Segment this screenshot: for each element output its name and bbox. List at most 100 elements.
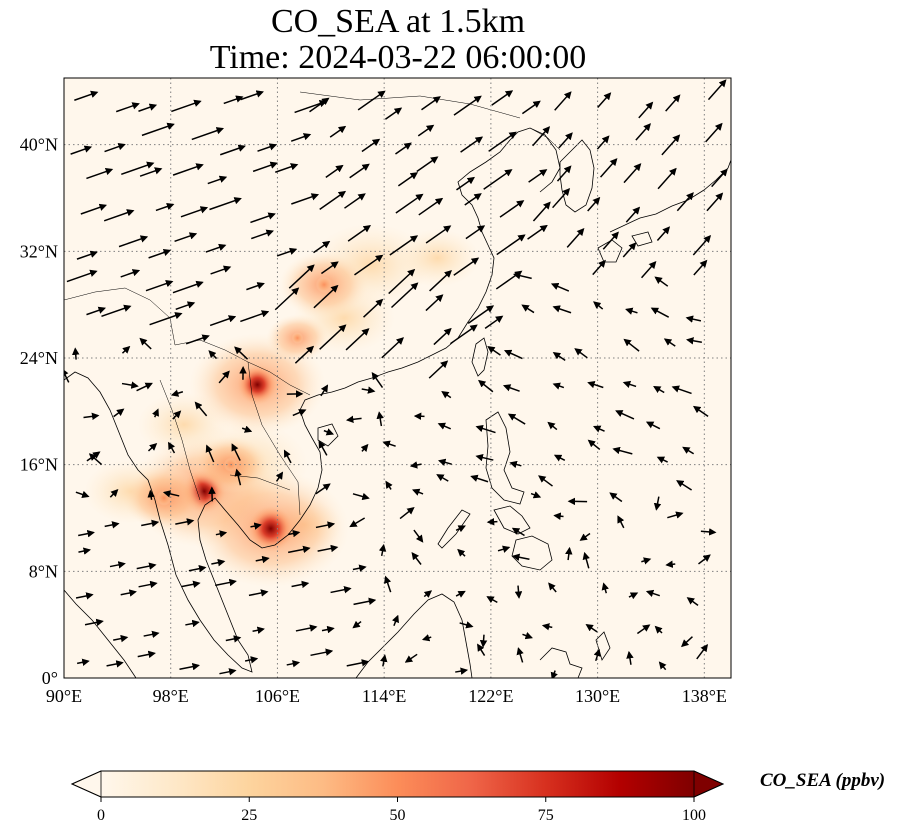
wind-vector [283,449,292,464]
wind-vector [681,636,693,648]
lat-tick-label: 8°N [29,561,58,581]
lat-tick-label: 32°N [20,241,58,261]
wind-vector [251,229,274,240]
wind-vector [686,597,699,607]
wind-vector [136,382,153,392]
wind-vector [323,428,335,436]
wind-vector [313,240,331,254]
wind-vector [149,312,183,326]
wind-vector [638,101,654,119]
wind-vector [421,634,432,642]
wind-vector [705,122,723,143]
wind-vector [707,79,727,101]
lon-tick-label: 138°E [682,686,727,706]
wind-vector [623,163,642,184]
wind-vector [113,408,125,418]
border-myanmar-thailand [159,379,201,501]
wind-vector [503,349,523,360]
wind-vector [252,161,278,173]
wind-vector [522,632,533,640]
wind-vector [352,564,367,572]
wind-vector [541,623,553,631]
wind-vector [137,650,156,659]
lon-tick-label: 106°E [255,686,300,706]
wind-vector [215,578,237,587]
wind-vector [397,172,419,187]
coastline-visayas [493,505,531,535]
wind-vector [113,634,129,643]
wind-vector [453,257,480,276]
wind-vector [645,589,661,598]
wind-vector [172,280,204,294]
wind-vector [455,525,466,533]
wind-vector [162,490,180,498]
lon-tick-label: 114°E [362,686,407,706]
wind-vector [382,440,396,448]
wind-vector [64,368,70,383]
wind-vector [295,624,318,632]
wind-vector [346,659,370,667]
colorbar-tick-label: 25 [241,807,257,824]
wind-vector [685,315,702,323]
wind-vector [292,409,307,417]
wind-vector [381,337,404,359]
wind-vector [698,554,711,565]
wind-vector [78,547,91,555]
wind-vector [86,167,114,180]
wind-vector [290,133,312,142]
wind-vector [547,421,558,431]
wind-vector [325,164,344,178]
wind-vector [361,386,376,394]
wind-vector [360,443,369,453]
coastline-luzon [485,411,525,505]
wind-vector [641,557,652,565]
wind-vector [653,496,662,511]
wind-vector [352,620,362,629]
wind-vector [76,250,98,260]
wind-vector [457,548,466,557]
border-korea-china [529,127,561,151]
wind-vector [399,506,415,520]
colorbar-extend-min [71,770,102,798]
wind-vector [579,532,591,541]
wind-vector [488,131,517,152]
wind-vector [291,580,310,589]
wind-vector [319,324,347,350]
colorbar-tick-label: 0 [97,807,105,824]
wind-vector [499,200,525,218]
wind-vector [286,660,301,668]
wind-vector [497,545,511,553]
border-laos-vietnam [247,361,301,516]
wind-vector [692,234,712,256]
wind-vector [313,284,339,309]
wind-vector [617,515,625,529]
wind-vector [275,471,284,482]
wind-vector [317,544,339,553]
wind-vector [665,560,676,568]
map-frame [63,77,732,679]
wind-vector [425,294,444,312]
wind-vector [423,590,433,598]
lat-tick-label: 40°N [20,135,58,155]
colorbar-tick-label: 50 [390,807,406,824]
wind-vector [491,90,514,106]
wind-vector [612,446,633,455]
wind-vector [657,167,677,190]
wind-vector [120,269,141,278]
wind-vector [487,346,501,356]
coastline-palawan [437,509,471,549]
wind-vector [532,201,551,222]
wind-vector [309,97,330,113]
wind-vector [147,442,158,452]
wind-vector [625,206,641,223]
wind-vector [76,658,90,666]
colorbar-ticks: 0 25 50 75 100 [97,797,706,824]
wind-vector [599,158,618,178]
wind-vector [231,443,241,461]
wind-vector [455,667,469,675]
wind-vector [552,305,572,314]
wind-vector [138,103,158,112]
wind-vector [636,624,651,635]
wind-vector [185,619,200,628]
